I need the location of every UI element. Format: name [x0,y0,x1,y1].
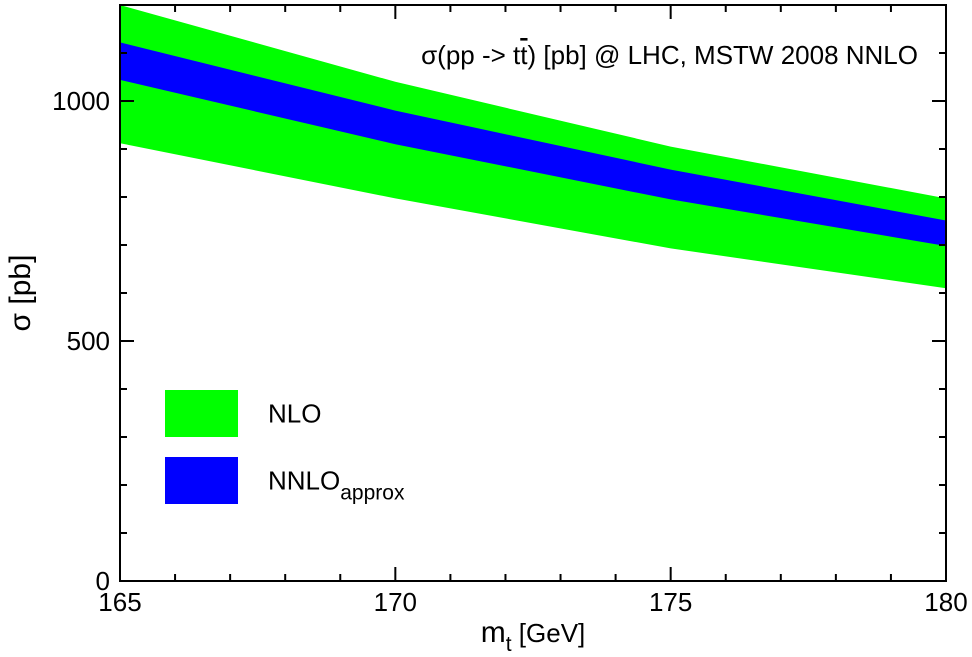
y-tick-label: 500 [67,326,110,356]
x-axis-label: mt [GeV] [481,616,586,656]
y-tick-label: 1000 [52,86,110,116]
tick-labels-layer: 165 170 175 180 0 500 1000 [52,86,968,617]
chart-title: σ(pp -> tt) [pb] @ LHC, MSTW 2008 NNLO [421,40,918,70]
band-nnlo-approx [120,42,946,247]
x-tick-label: 180 [924,587,967,617]
legend-swatch-nnlo-approx [165,457,238,504]
legend: NLO NNLOapprox [165,390,405,505]
y-tick-label: 0 [96,566,110,596]
legend-swatch-nlo [165,390,238,437]
legend-label-nnlo-approx: NNLOapprox [268,466,405,505]
x-tick-label: 175 [649,587,692,617]
x-tick-label: 165 [98,587,141,617]
x-tick-label: 170 [374,587,417,617]
ticks-layer [119,4,947,582]
t-bar-glyph: t [520,40,528,70]
y-axis-label: σ [pb] [4,255,37,332]
bands-layer [120,5,946,289]
legend-label-nlo: NLO [268,399,321,429]
